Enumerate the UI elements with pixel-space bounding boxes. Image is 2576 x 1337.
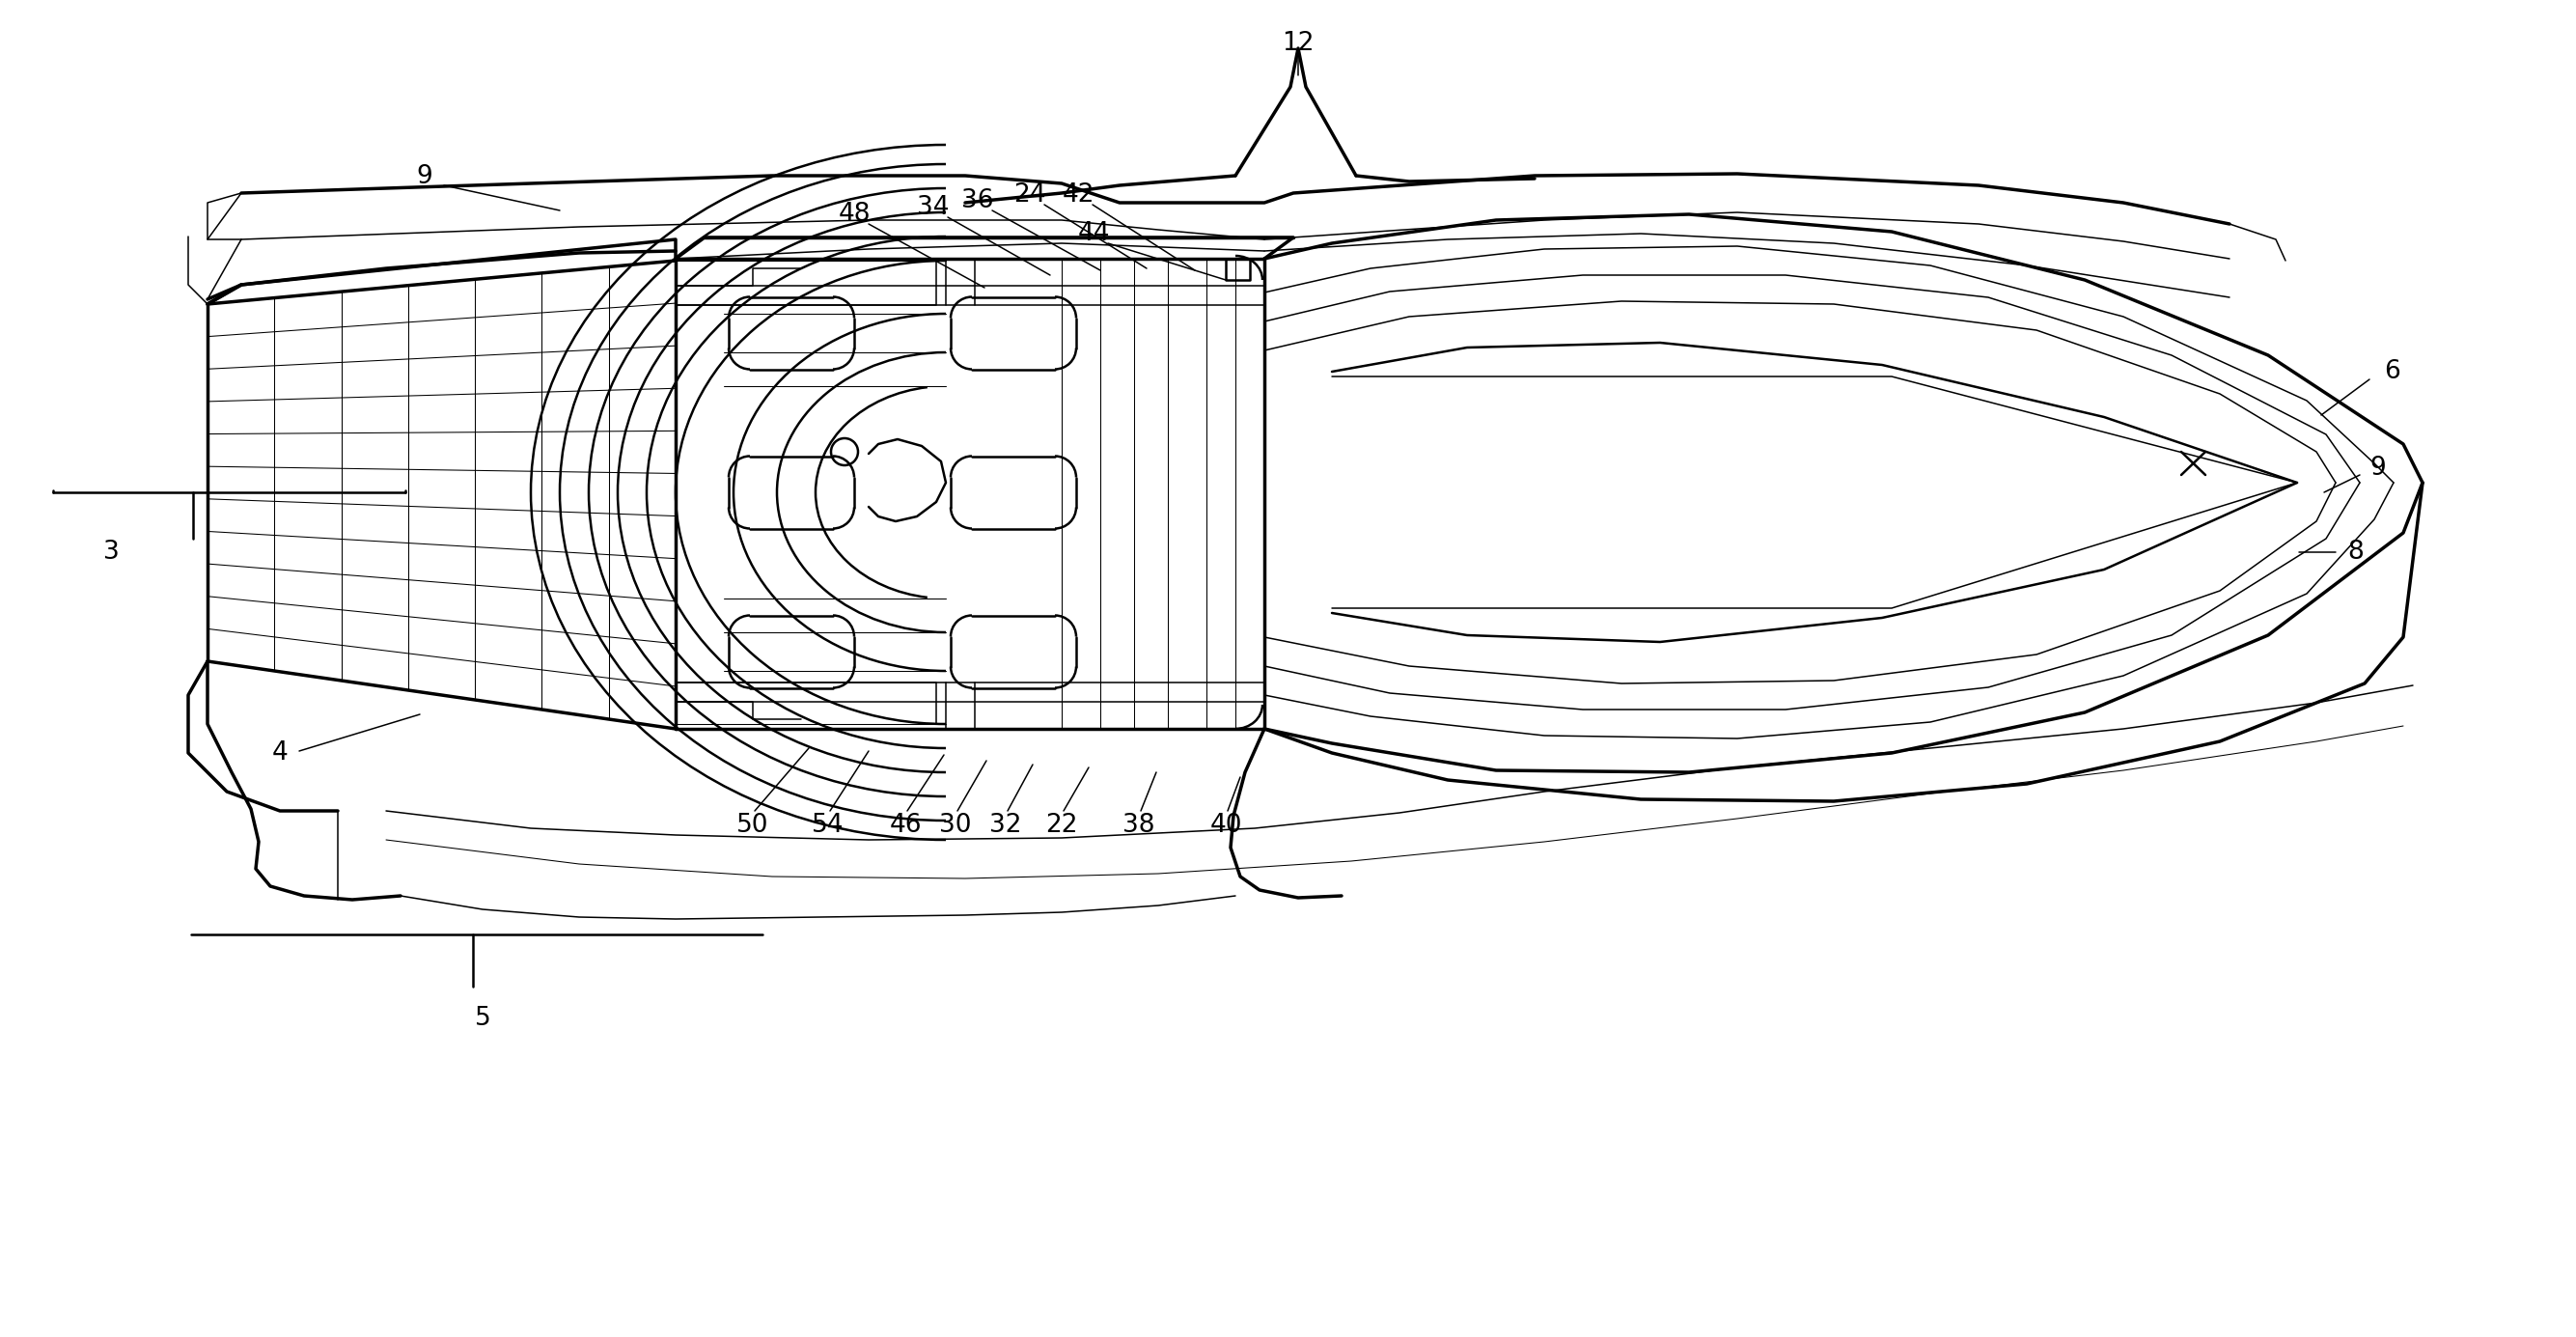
Text: 24: 24 — [1015, 182, 1046, 207]
Text: 3: 3 — [103, 540, 118, 564]
Text: 30: 30 — [940, 813, 971, 838]
Text: 46: 46 — [889, 813, 922, 838]
Text: 32: 32 — [989, 813, 1023, 838]
Text: 6: 6 — [2383, 360, 2401, 384]
Text: 9: 9 — [2370, 456, 2385, 481]
Text: 54: 54 — [811, 813, 845, 838]
Text: 38: 38 — [1123, 813, 1154, 838]
Text: 42: 42 — [1061, 182, 1095, 207]
Text: 22: 22 — [1046, 813, 1077, 838]
Text: 12: 12 — [1283, 31, 1314, 56]
Text: 50: 50 — [737, 813, 770, 838]
Text: 36: 36 — [961, 189, 994, 214]
Text: 34: 34 — [917, 195, 951, 221]
Text: 4: 4 — [273, 741, 289, 766]
Text: 48: 48 — [837, 202, 871, 227]
Text: 40: 40 — [1211, 813, 1242, 838]
Text: 44: 44 — [1077, 221, 1110, 246]
Text: 8: 8 — [2347, 540, 2362, 564]
Text: 5: 5 — [474, 1005, 489, 1031]
Text: 9: 9 — [417, 164, 433, 190]
